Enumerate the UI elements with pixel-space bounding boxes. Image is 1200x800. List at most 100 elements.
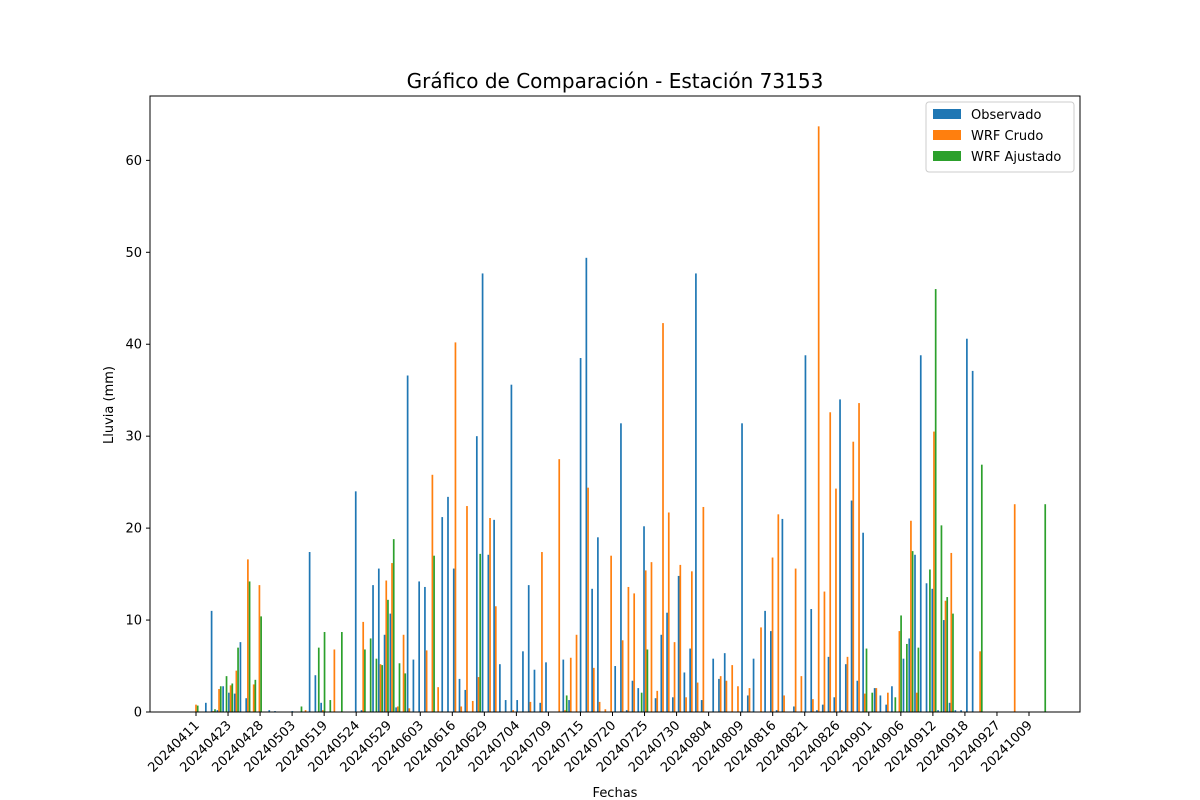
bar (389, 613, 392, 712)
bar (677, 575, 680, 712)
bar (204, 702, 207, 712)
bar (597, 537, 599, 712)
bar (925, 583, 928, 712)
bar (800, 676, 803, 712)
bar (829, 412, 832, 712)
bar (565, 695, 568, 712)
bar (646, 649, 649, 712)
bar (433, 555, 435, 712)
bar (493, 519, 495, 712)
bar (504, 700, 507, 712)
bar (387, 599, 389, 712)
bar (562, 659, 565, 712)
chart-title: Gráfico de Comparación - Estación 73153 (407, 69, 824, 93)
bar (810, 609, 813, 712)
bar (875, 688, 878, 712)
bar (671, 697, 674, 712)
bar (891, 686, 893, 712)
bar (1013, 504, 1016, 712)
bar (846, 656, 849, 712)
bar (627, 586, 630, 712)
bar (816, 710, 818, 712)
bar (539, 702, 542, 712)
legend-swatch (933, 151, 961, 161)
legend-swatch (933, 109, 961, 119)
bar (746, 695, 749, 712)
bar (477, 677, 480, 712)
series-wrf-crudo (195, 126, 1016, 713)
legend-label: WRF Crudo (971, 129, 1043, 144)
bar (948, 702, 951, 712)
bar (696, 682, 699, 712)
bar (252, 684, 255, 712)
bar (222, 686, 224, 712)
bar (225, 676, 228, 712)
bar (719, 676, 722, 712)
bar (906, 643, 908, 712)
bar (654, 698, 657, 712)
bar (781, 518, 784, 712)
bar (885, 704, 888, 712)
bar (489, 518, 491, 712)
bar (340, 632, 343, 712)
bar (466, 506, 468, 712)
bar (741, 423, 743, 712)
bar (725, 680, 728, 712)
bar (771, 557, 774, 712)
bar (679, 564, 682, 712)
bar (195, 704, 197, 712)
bar (690, 571, 693, 712)
bar (454, 342, 457, 712)
bar (898, 631, 901, 712)
bar (479, 553, 482, 712)
bar (321, 710, 324, 712)
bar (844, 664, 847, 712)
bar (737, 686, 739, 712)
bar (372, 585, 374, 712)
bar (966, 338, 968, 712)
bar (933, 431, 935, 712)
bar (395, 707, 397, 712)
bar (910, 520, 912, 712)
bar (381, 665, 384, 712)
bar (604, 709, 607, 712)
bar (412, 659, 415, 712)
bar (379, 664, 382, 712)
bar (833, 697, 836, 712)
bar (748, 688, 751, 712)
bar (304, 710, 307, 712)
bar (314, 675, 317, 712)
legend-label: Observado (971, 108, 1042, 123)
bar (752, 658, 755, 712)
bar (214, 709, 216, 712)
bar (858, 403, 860, 712)
bar (620, 423, 622, 712)
bar (516, 700, 519, 712)
bar (980, 464, 983, 712)
bar (481, 273, 484, 712)
bar (944, 600, 947, 712)
bar (685, 697, 687, 712)
bar (364, 649, 366, 712)
y-tick-label: 40 (125, 338, 142, 353)
bar (216, 710, 219, 712)
bar (812, 699, 814, 712)
bar (900, 615, 902, 712)
x-axis-label: Fechas (593, 786, 638, 800)
bar (512, 710, 514, 712)
bar (396, 706, 399, 712)
bar (625, 710, 628, 712)
bar (689, 648, 691, 712)
bar (239, 642, 242, 712)
bar (458, 678, 461, 712)
bar (929, 569, 931, 712)
bar (591, 588, 593, 712)
bar (723, 653, 726, 712)
bar (404, 673, 407, 712)
legend: Observado WRF Crudo WRF Ajustado (925, 101, 1075, 173)
bar (865, 648, 868, 712)
bar (425, 650, 428, 712)
bar (850, 500, 853, 712)
bar (954, 710, 957, 712)
bar (937, 710, 939, 712)
